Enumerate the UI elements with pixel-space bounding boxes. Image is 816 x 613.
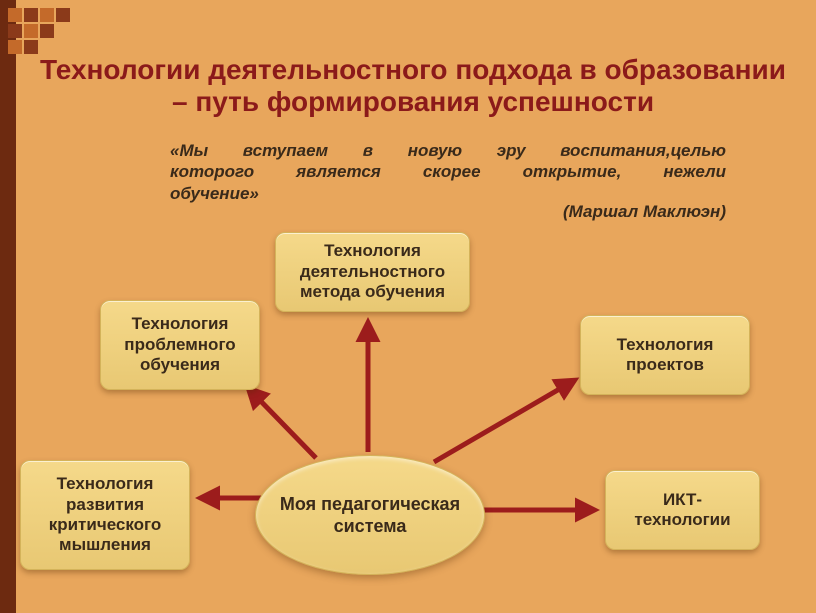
node-label: Технология развития критического мышлени… bbox=[31, 474, 179, 556]
arrow bbox=[434, 380, 575, 462]
node-tech-critical: Технология развития критического мышлени… bbox=[20, 460, 190, 570]
node-label: Технология проблемного обучения bbox=[111, 314, 249, 375]
node-tech-ict: ИКТ-технологии bbox=[605, 470, 760, 550]
diagram-container: Моя педагогическая система Технология де… bbox=[0, 0, 816, 613]
node-label: Технология проектов bbox=[591, 335, 739, 376]
node-label: ИКТ-технологии bbox=[616, 490, 749, 531]
node-tech-problem: Технология проблемного обучения bbox=[100, 300, 260, 390]
node-tech-activity: Технология деятельностного метода обучен… bbox=[275, 232, 470, 312]
node-tech-projects: Технология проектов bbox=[580, 315, 750, 395]
node-label: Технология деятельностного метода обучен… bbox=[286, 241, 459, 302]
center-node: Моя педагогическая система bbox=[255, 455, 485, 575]
center-label: Моя педагогическая система bbox=[264, 493, 476, 538]
arrow bbox=[248, 388, 316, 458]
slide: Технологии деятельностного подхода в обр… bbox=[0, 0, 816, 613]
